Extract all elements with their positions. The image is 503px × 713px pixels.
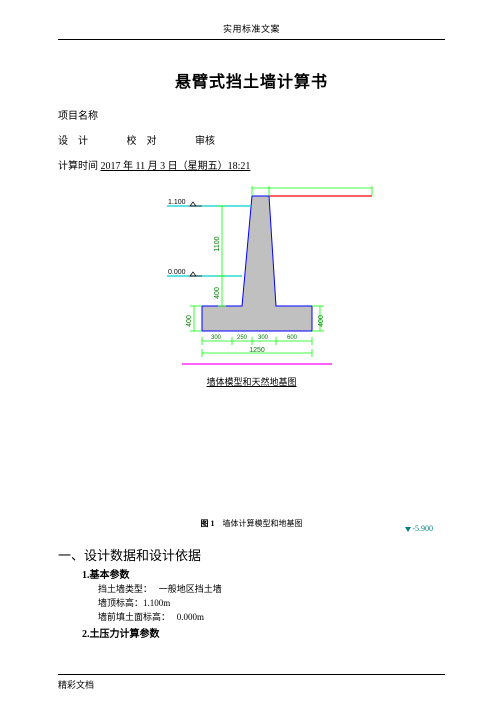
svg-text:1100: 1100 — [214, 236, 221, 251]
calc-time-row: 计算时间 2017 年 11 月 3 日（星期五）18:21 — [58, 157, 445, 172]
footer-label: 精彩文档 — [58, 674, 445, 691]
project-name-row: 项目名称 — [58, 107, 445, 122]
wall-diagram: 250 2000 1100 400 400 400 300 250 300 60… — [112, 186, 392, 371]
svg-text:300: 300 — [210, 335, 221, 341]
figure-num: 图 1 — [201, 519, 215, 528]
svg-text:300: 300 — [257, 335, 268, 341]
param-3-value: 0.000m — [177, 612, 204, 622]
param-line-1: 挡土墙类型： 一般地区挡土墙 — [98, 582, 445, 595]
param-line-2: 墙顶标高：1.100m — [98, 596, 445, 609]
svg-text:400: 400 — [318, 315, 325, 327]
svg-text:2000: 2000 — [309, 186, 325, 188]
reviewer-label: 审核 — [195, 136, 215, 147]
document-title: 悬臂式挡土墙计算书 — [58, 68, 445, 92]
calc-time-label: 计算时间 — [58, 161, 98, 172]
signatures-row: 设 计 校 对 审核 — [58, 132, 445, 147]
calc-time-value: 2017 年 11 月 3 日（星期五）18:21 — [101, 161, 251, 172]
svg-text:0.000: 0.000 — [168, 269, 186, 276]
diagram-caption: 墙体模型和天然地基图 — [58, 375, 445, 388]
top-header-label: 实用标准文案 — [58, 22, 445, 35]
down-arrow-icon — [405, 527, 411, 532]
param-3-label: 墙前填土面标高： — [98, 612, 170, 622]
param-1-label: 挡土墙类型： — [98, 584, 152, 594]
depth-value: -5.900 — [412, 524, 433, 533]
svg-text:400: 400 — [186, 315, 193, 327]
param-1-value: 一般地区挡土墙 — [159, 584, 222, 594]
figure-text: 墙体计算模型和地基图 — [223, 519, 303, 528]
svg-text:1250: 1250 — [249, 347, 265, 354]
svg-text:1.100: 1.100 — [168, 199, 186, 206]
checker-label: 校 对 — [127, 136, 157, 147]
param-line-3: 墙前填土面标高： 0.000m — [98, 610, 445, 623]
designer-label: 设 计 — [58, 136, 88, 147]
figure-label: 图 1 墙体计算模型和地基图 — [58, 518, 445, 529]
svg-text:250: 250 — [250, 186, 261, 188]
svg-text:250: 250 — [236, 335, 247, 341]
svg-text:600: 600 — [286, 335, 297, 341]
subsection-1-heading: 1.基本参数 — [82, 566, 445, 581]
top-rule — [58, 39, 445, 40]
subsection-2-heading: 2.土压力计算参数 — [82, 625, 445, 640]
depth-marker: -5.900 — [405, 524, 433, 533]
section-1-heading: 一、设计数据和设计依据 — [58, 545, 445, 564]
diagram-container: 250 2000 1100 400 400 400 300 250 300 60… — [58, 186, 445, 371]
svg-text:400: 400 — [214, 287, 221, 299]
